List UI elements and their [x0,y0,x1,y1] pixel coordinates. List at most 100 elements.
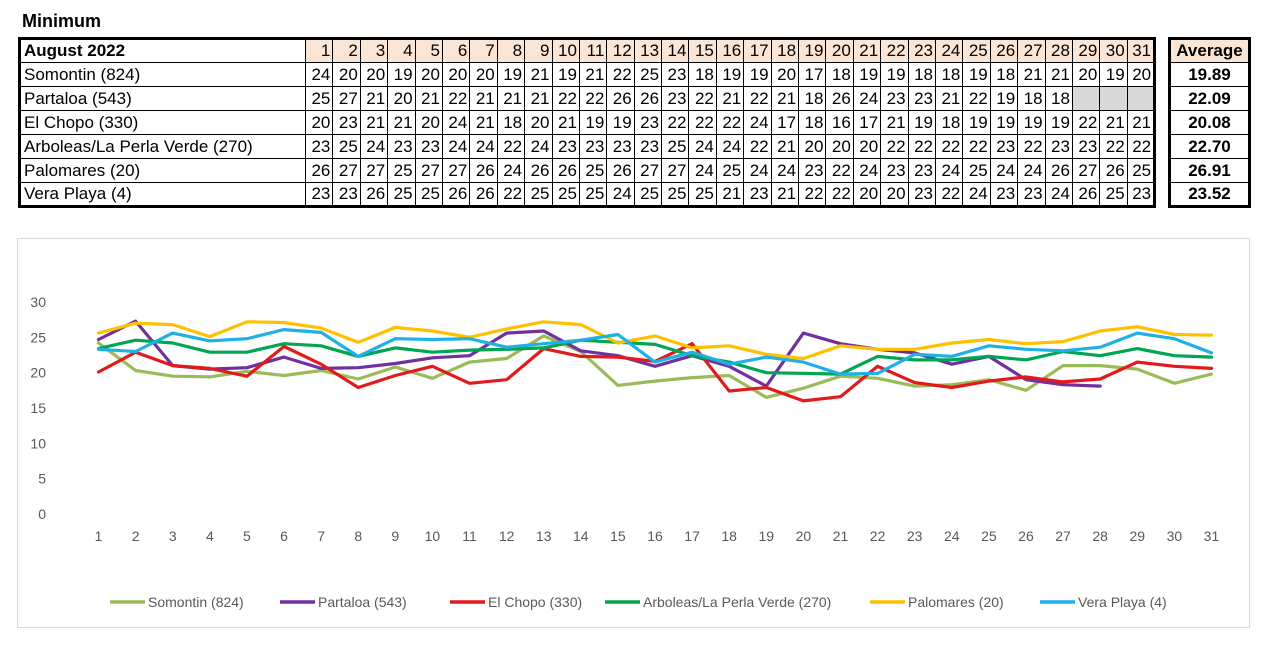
table-cell: 25 [1126,158,1157,183]
day-header: 9 [524,37,553,63]
day-header: 7 [469,37,498,63]
table-cell: 18 [496,110,526,135]
table-cell: 24 [770,158,800,183]
day-header: 10 [551,37,580,63]
table-cell: 20 [880,182,909,208]
station-name: Palomares (20) [18,158,306,183]
x-tick-label: 27 [1055,528,1071,544]
table-row: Palomares (20) 26 27 27 25 27 27 26 24 26 26 25 26 27… [18,158,1157,183]
x-tick-label: 29 [1129,528,1145,544]
legend-label: El Chopo (330) [488,594,582,610]
table-cell: 19 [907,110,936,135]
table-cell: 24 [1017,158,1046,183]
table-cell: 21 [934,86,964,111]
table-cell: 24 [496,158,526,183]
table-cell: 22 [551,86,580,111]
table-cell: 21 [359,110,389,135]
table-cell: 21 [1126,110,1157,135]
table-cell: 27 [1071,158,1101,183]
table-cell: 19 [551,62,580,87]
table-cell: 22 [441,86,471,111]
table-cell [1126,86,1157,111]
table-cell [1071,86,1101,111]
x-tick-label: 7 [317,528,325,544]
table-cell: 24 [359,134,389,159]
table-cell: 20 [1126,62,1157,87]
table-cell: 22 [934,182,964,208]
table-cell: 20 [825,134,854,159]
day-header: 11 [578,37,608,63]
table-cell: 22 [907,134,936,159]
table-cell: 18 [934,62,964,87]
table-cell: 21 [496,86,526,111]
table-cell: 27 [661,158,690,183]
table-cell: 23 [907,158,936,183]
table-cell: 27 [332,86,361,111]
table-cell: 22 [1126,134,1157,159]
table-cell: 18 [907,62,936,87]
y-tick-label: 15 [30,400,46,416]
table-cell: 22 [715,110,745,135]
day-header: 31 [1126,37,1157,63]
day-header: 30 [1099,37,1128,63]
table-row: Partaloa (543) 25 27 21 20 21 22 21 21 21 22 22 26 26… [18,86,1157,111]
y-tick-label: 10 [30,435,46,451]
x-tick-label: 28 [1092,528,1108,544]
average-value: 19.89 [1168,62,1251,87]
table-cell: 20 [441,62,471,87]
table-cell: 18 [688,62,717,87]
table-cell: 20 [1071,62,1101,87]
table-cell: 26 [304,158,334,183]
table-cell: 23 [1071,134,1101,159]
table-cell: 18 [1044,86,1073,111]
table-cell: 19 [962,62,991,87]
table-cell: 22 [688,110,717,135]
table-cell: 22 [825,158,854,183]
table-cell: 21 [469,110,498,135]
table-cell: 26 [524,158,553,183]
table-cell: 27 [414,158,443,183]
day-header: 1 [304,37,334,63]
table-cell: 23 [661,86,690,111]
day-header: 3 [359,37,389,63]
table-cell: 25 [1099,182,1128,208]
x-tick-label: 30 [1167,528,1183,544]
table-cell: 20 [798,134,827,159]
table-cell: 20 [469,62,498,87]
day-header: 17 [743,37,772,63]
legend-label: Vera Playa (4) [1078,594,1167,610]
average-value: 23.52 [1168,182,1251,208]
legend-label: Arboleas/La Perla Verde (270) [643,594,831,610]
x-tick-label: 13 [536,528,552,544]
table-cell: 23 [633,134,663,159]
table-cell: 22 [798,182,827,208]
table-cell: 22 [880,134,909,159]
station-name: El Chopo (330) [18,110,306,135]
chart-area: 0 5 10 15 20 25 30 1 2 3 4 5 6 7 8 9 10 11 12 13 14 15 16 17 18… [17,238,1250,628]
table-cell: 24 [852,158,882,183]
table-cell: 23 [304,182,334,208]
day-header: 13 [633,37,663,63]
table-cell: 23 [880,86,909,111]
x-tick-label: 18 [721,528,737,544]
table-cell: 20 [852,134,882,159]
table-cell: 21 [578,62,608,87]
table-cell: 25 [688,182,717,208]
table-cell: 19 [496,62,526,87]
x-tick-label: 26 [1018,528,1034,544]
table-row: Somontin (824) 24 20 20 19 20 20 20 19 21 19 21 22 25… [18,62,1157,87]
table-cell: 23 [907,182,936,208]
table-cell: 23 [907,86,936,111]
x-tick-label: 4 [206,528,214,544]
x-tick-label: 5 [243,528,251,544]
table-cell: 18 [934,110,964,135]
x-tick-label: 10 [425,528,441,544]
table-cell: 18 [1017,86,1046,111]
legend-label: Somontin (824) [148,594,244,610]
table-cell: 24 [989,158,1019,183]
table-cell: 24 [962,182,991,208]
x-tick-label: 2 [132,528,140,544]
average-table: Average 19.89 22.09 20.08 22.70 26.91 23.52 [1168,37,1251,208]
x-tick-label: 11 [462,528,477,544]
